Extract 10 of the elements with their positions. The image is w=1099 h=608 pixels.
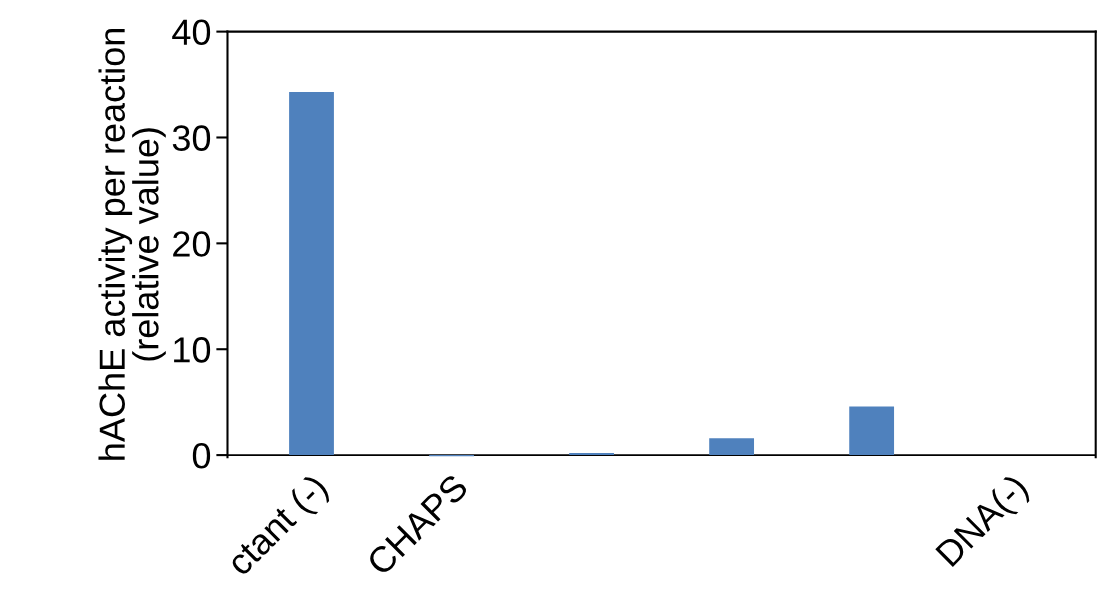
bar — [569, 452, 614, 456]
y-tick-label: 0 — [192, 442, 211, 469]
y-tick-label: 30 — [172, 125, 211, 151]
y-tick-label: 20 — [173, 231, 211, 257]
bar — [849, 406, 895, 456]
bar — [289, 91, 334, 456]
bar — [709, 438, 755, 456]
y-axis-title: hAChE activity per reaction (relative value) — [98, 28, 166, 460]
y-tick-label: 10 — [174, 337, 211, 363]
y-tick-label: 40 — [172, 19, 211, 46]
